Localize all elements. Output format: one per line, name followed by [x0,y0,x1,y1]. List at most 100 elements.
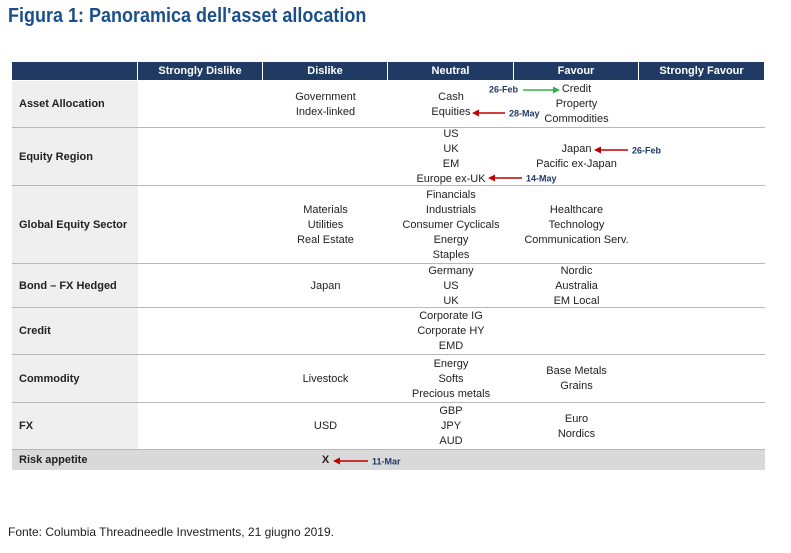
cell-item: Euro [564,412,589,425]
cell-item: EM [442,158,460,170]
cell-item: Base Metals [546,365,607,377]
cell: GBP JPY AUD [388,403,514,450]
row-label: Commodity [12,355,138,403]
row-label-text: FX [19,420,34,432]
column-header-text: Neutral [431,64,470,77]
cell: Japan [263,264,388,308]
cell-item: Corporate HY [417,325,485,337]
cell-item: Government [295,90,356,103]
row-separator [12,185,765,186]
row-label: Bond – FX Hedged [12,264,138,308]
cell-item: Index-linked [295,105,356,118]
cell-item: Real Estate [297,233,354,246]
cell-item: Utilities [307,218,344,231]
cell-item: Nordics [557,427,596,440]
cell-item: Industrials [425,203,477,216]
cell-item: Staples [432,248,470,261]
cell-item: Property [555,98,598,110]
row-background [12,450,765,470]
cell-item: Grains [560,380,593,392]
cell-item: Livestock [302,372,349,385]
cell-item: EM Local [553,294,600,307]
row-label-text: Commodity [19,372,80,385]
annotation-date: 14-May [526,173,557,183]
cell: X [263,450,388,470]
cell: US UK EM Europe ex-UK [388,128,514,186]
title: Figura 1: Panoramica dell'asset allocati… [8,5,367,27]
row-label: Asset Allocation [12,81,138,128]
cell-item: Healthcare [549,203,604,216]
cell: Financials Industrials Consumer Cyclicals E… [388,186,514,264]
row-separator [12,263,765,264]
row-label-text: Credit [19,325,51,337]
column-header: Strongly Favour [639,62,765,80]
header-corner [12,62,138,80]
cell-item: UK [443,143,459,155]
column-header: Dislike [263,62,388,80]
cell-item: Communication Serv. [524,233,629,246]
cell-item: Corporate IG [419,310,483,322]
row-separator [12,307,765,308]
cell: Materials Utilities Real Estate [263,186,388,264]
cell-item: Japan [310,279,341,292]
cell-item: Equities [431,105,471,118]
annotation-date: 26-Feb [489,84,519,94]
cell: Cash Equities [388,81,514,128]
column-header-text: Dislike [307,64,343,77]
cell-item: EMD [438,340,464,352]
cell: Base Metals Grains [514,355,639,403]
cell-item: Energy [433,233,469,246]
source: Fonte: Columbia Threadneedle Investments… [8,525,334,539]
cell-item: US [443,279,459,292]
cell-item: Nordic [560,264,593,277]
cell-item: Credit [561,83,592,95]
cell-item: USD [313,420,338,432]
cell-item: Cash [438,90,464,103]
cell-item: Europe ex-UK [416,173,486,185]
cell-item: Australia [555,279,598,292]
column-header-text: Strongly Dislike [158,64,242,77]
cell: Germany US UK [388,264,514,308]
row-separator [12,127,765,128]
cell-item: JPY [440,420,462,432]
annotation-date: 26-Feb [632,145,662,155]
column-header: Neutral [388,62,514,80]
arrow-head [472,109,479,117]
cell: Euro Nordics [514,403,639,450]
arrow-head [553,86,560,94]
cell: Nordic Australia EM Local [514,264,639,308]
cell: USD [263,403,388,450]
row-label: Credit [12,308,138,355]
cell-item: Technology [548,218,605,231]
cell-item: Japan [561,143,592,155]
row-label-text: Risk appetite [19,453,88,466]
row-label: Equity Region [12,128,138,186]
cell-item: Commodities [544,113,609,125]
cell-item: Precious metals [411,387,491,400]
cell-item: Pacific ex-Japan [536,158,617,170]
cell: Healthcare Technology Communication Serv. [514,186,639,264]
cell: Energy Softs Precious metals [388,355,514,403]
cell-item: UK [443,294,459,307]
arrow-head [594,146,601,154]
row-label-text: Equity Region [19,150,93,163]
arrow-head [488,174,495,182]
row-label: FX [12,403,138,450]
cell-item: Financials [426,188,476,201]
row-label-text: Bond – FX Hedged [19,279,117,292]
cell-item: Materials [303,203,348,216]
cell-item: GBP [439,405,463,417]
cell-item: X [321,453,330,466]
cell-item: Energy [433,357,469,370]
row-separator [12,449,765,450]
row-label: Risk appetite [12,450,138,470]
cell-item: US [443,128,459,140]
cell: Corporate IG Corporate HY EMD [388,308,514,355]
cell: Government Index-linked [263,81,388,128]
row-label-text: Asset Allocation [19,98,105,110]
cell-item: AUD [439,435,463,447]
annotation-date: 28-May [509,108,540,118]
column-header-text: Strongly Favour [659,64,744,77]
